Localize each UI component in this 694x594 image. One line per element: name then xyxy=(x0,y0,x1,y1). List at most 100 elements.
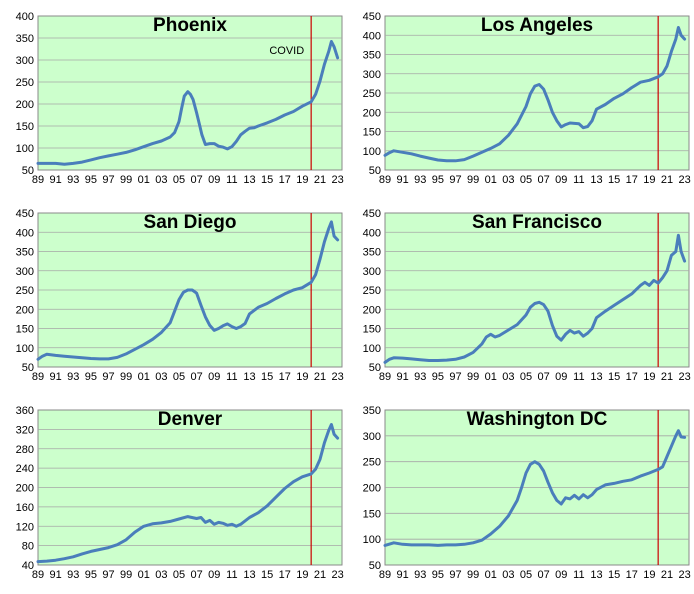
x-tick-label: 11 xyxy=(573,174,584,186)
x-tick-label: 09 xyxy=(555,569,567,581)
y-tick-label: 300 xyxy=(16,55,34,67)
y-tick-label: 250 xyxy=(363,88,381,100)
chart-title: Washington DC xyxy=(467,409,608,430)
x-tick-label: 89 xyxy=(379,174,391,186)
x-tick-label: 91 xyxy=(49,569,61,581)
y-tick-label: 200 xyxy=(16,99,34,111)
y-tick-label: 300 xyxy=(363,69,381,81)
x-tick-label: 07 xyxy=(190,569,202,581)
y-tick-label: 450 xyxy=(16,208,34,220)
x-tick-label: 11 xyxy=(226,371,237,383)
x-tick-label: 09 xyxy=(555,371,567,383)
x-tick-label: 05 xyxy=(173,569,185,581)
chart-panel: 50 100 150 200 250 300 350 400 450 89 91 93 95 97 99 01… xyxy=(363,208,691,383)
y-tick-label: 450 xyxy=(363,208,381,220)
chart-panel: 50 100 150 200 250 300 350 400 450 89 91 93 95 97 99 01… xyxy=(16,208,344,383)
x-tick-label: 05 xyxy=(520,569,532,581)
x-tick-label: 99 xyxy=(467,174,479,186)
x-tick-label: 01 xyxy=(485,371,497,383)
x-tick-label: 17 xyxy=(279,371,291,383)
x-tick-label: 95 xyxy=(432,174,444,186)
y-tick-label: 100 xyxy=(363,534,381,546)
x-tick-label: 95 xyxy=(432,371,444,383)
x-tick-label: 01 xyxy=(138,174,150,186)
x-tick-label: 93 xyxy=(67,371,79,383)
chart-title: Denver xyxy=(158,409,223,430)
x-tick-label: 13 xyxy=(243,174,255,186)
y-tick-label: 150 xyxy=(363,127,381,139)
x-tick-label: 11 xyxy=(226,569,237,581)
x-tick-label: 03 xyxy=(502,371,514,383)
x-tick-label: 23 xyxy=(331,174,343,186)
x-tick-label: 93 xyxy=(414,569,426,581)
x-tick-label: 19 xyxy=(296,174,308,186)
x-tick-label: 23 xyxy=(678,174,690,186)
x-tick-label: 01 xyxy=(485,569,497,581)
x-tick-label: 05 xyxy=(520,174,532,186)
x-tick-label: 15 xyxy=(608,174,620,186)
y-tick-label: 200 xyxy=(16,304,34,316)
chart-panel: 50 100 150 200 250 300 350 400 89 91 93 95 97 99 01 03 0… xyxy=(16,11,344,186)
x-tick-label: 93 xyxy=(67,174,79,186)
x-tick-label: 91 xyxy=(49,174,61,186)
x-tick-label: 03 xyxy=(502,174,514,186)
x-tick-label: 95 xyxy=(85,371,97,383)
x-tick-label: 17 xyxy=(279,569,291,581)
x-tick-label: 07 xyxy=(537,569,549,581)
x-tick-label: 11 xyxy=(226,174,237,186)
y-tick-label: 300 xyxy=(363,266,381,278)
x-tick-label: 13 xyxy=(590,371,602,383)
y-tick-label: 150 xyxy=(363,324,381,336)
series-line xyxy=(383,26,687,163)
y-tick-label: 80 xyxy=(22,541,34,553)
x-tick-label: 21 xyxy=(661,371,673,383)
y-tick-label: 160 xyxy=(16,502,34,514)
x-tick-label: 03 xyxy=(155,371,167,383)
x-tick-label: 89 xyxy=(379,371,391,383)
x-tick-label: 91 xyxy=(396,174,408,186)
x-tick-label: 11 xyxy=(573,371,584,383)
x-tick-label: 01 xyxy=(138,569,150,581)
x-tick-label: 05 xyxy=(173,174,185,186)
chart-panel: 40 80 120 160 200 240 280 320 360 89 91 93 95 97 99 01 0… xyxy=(16,405,344,581)
x-tick-label: 15 xyxy=(261,371,273,383)
x-tick-label: 19 xyxy=(296,569,308,581)
x-tick-label: 19 xyxy=(643,174,655,186)
y-tick-label: 50 xyxy=(22,362,34,374)
y-tick-label: 350 xyxy=(16,33,34,45)
x-tick-label: 15 xyxy=(608,371,620,383)
covid-annotation: COVID xyxy=(269,45,304,57)
x-tick-label: 95 xyxy=(432,569,444,581)
y-tick-label: 100 xyxy=(16,143,34,155)
x-tick-label: 91 xyxy=(396,371,408,383)
x-tick-label: 21 xyxy=(314,371,326,383)
x-tick-label: 19 xyxy=(643,371,655,383)
x-tick-label: 13 xyxy=(243,569,255,581)
x-tick-label: 99 xyxy=(120,569,132,581)
y-tick-label: 40 xyxy=(22,560,34,572)
series-line xyxy=(36,423,340,564)
y-tick-label: 350 xyxy=(363,405,381,417)
x-tick-label: 19 xyxy=(296,371,308,383)
x-tick-label: 03 xyxy=(155,569,167,581)
chart-title: San Diego xyxy=(144,212,237,233)
x-tick-label: 93 xyxy=(414,371,426,383)
x-tick-label: 97 xyxy=(449,174,461,186)
y-tick-label: 400 xyxy=(16,11,34,23)
chart-panel: 50 100 150 200 250 300 350 89 91 93 95 97 99 01 03 05 07… xyxy=(363,405,691,581)
chart-title: Los Angeles xyxy=(481,15,593,36)
x-tick-label: 17 xyxy=(626,371,638,383)
x-tick-label: 07 xyxy=(537,174,549,186)
y-tick-label: 50 xyxy=(22,165,34,177)
series-line xyxy=(383,429,687,547)
y-tick-label: 400 xyxy=(363,30,381,42)
x-tick-label: 21 xyxy=(314,174,326,186)
x-tick-label: 17 xyxy=(626,569,638,581)
y-tick-label: 150 xyxy=(16,121,34,133)
x-tick-label: 99 xyxy=(120,174,132,186)
x-tick-label: 17 xyxy=(626,174,638,186)
x-tick-label: 89 xyxy=(32,174,44,186)
x-tick-label: 93 xyxy=(67,569,79,581)
y-tick-label: 320 xyxy=(16,424,34,436)
y-tick-label: 150 xyxy=(363,508,381,520)
